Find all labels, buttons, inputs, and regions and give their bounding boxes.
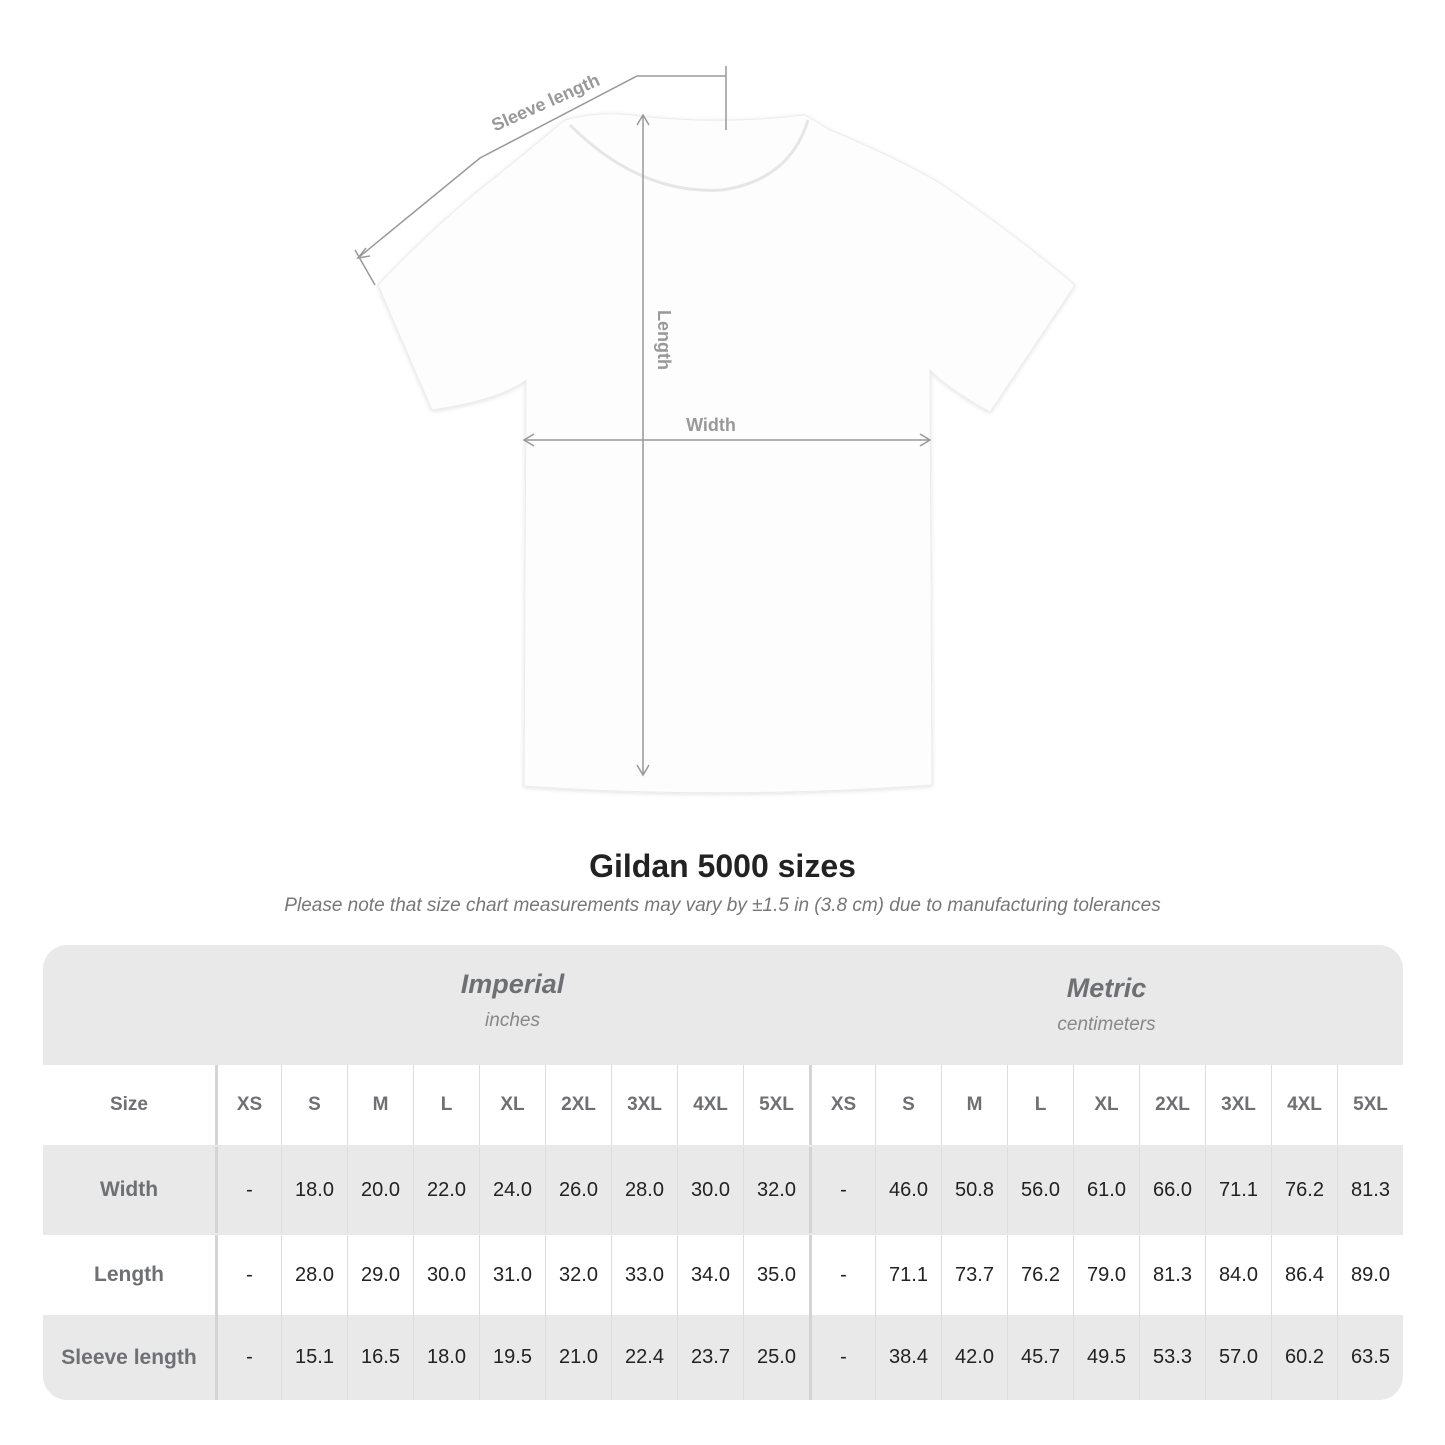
table-cell: -	[809, 1235, 875, 1315]
table-cell: 18.0	[281, 1147, 347, 1233]
size-column-header: 2XL	[545, 1065, 611, 1145]
table-cell: 61.0	[1073, 1147, 1139, 1233]
length-label: Length	[654, 310, 674, 370]
table-cell: 32.0	[743, 1147, 809, 1233]
table-cell: 71.1	[875, 1235, 941, 1315]
table-cell: 35.0	[743, 1235, 809, 1315]
table-cell: 28.0	[281, 1235, 347, 1315]
collar	[568, 119, 810, 192]
table-cell: 25.0	[743, 1315, 809, 1400]
table-cell: 57.0	[1205, 1315, 1271, 1400]
imperial-unit: inches	[485, 1010, 540, 1031]
table-cell: 18.0	[413, 1315, 479, 1400]
table-cell: 84.0	[1205, 1235, 1271, 1315]
table-cell: 89.0	[1337, 1235, 1403, 1315]
table-cell: 60.2	[1271, 1315, 1337, 1400]
size-column-header: 5XL	[1337, 1065, 1403, 1145]
table-cell: 23.7	[677, 1315, 743, 1400]
table-cell: 53.3	[1139, 1315, 1205, 1400]
row-label: Length	[94, 1263, 164, 1286]
table-cell: 49.5	[1073, 1315, 1139, 1400]
table-cell: 30.0	[413, 1235, 479, 1315]
table-cell: -	[215, 1147, 281, 1233]
table-cell: 30.0	[677, 1147, 743, 1233]
size-column-header: L	[413, 1065, 479, 1145]
size-column-header: XL	[479, 1065, 545, 1145]
table-cell: 76.2	[1007, 1235, 1073, 1315]
size-column-header: 3XL	[1205, 1065, 1271, 1145]
sleeve-measure-line	[357, 75, 726, 259]
metric-unit: centimeters	[1057, 1014, 1156, 1035]
table-cell: 16.5	[347, 1315, 413, 1400]
table-cell: 32.0	[545, 1235, 611, 1315]
size-column-header: XL	[1073, 1065, 1139, 1145]
width-label: Width	[686, 415, 736, 435]
size-column-header: S	[875, 1065, 941, 1145]
table-cell: 45.7	[1007, 1315, 1073, 1400]
imperial-label: Imperial	[460, 969, 565, 999]
tshirt-diagram: Sleeve length Length Width	[354, 66, 1076, 794]
table-cell: 15.1	[281, 1315, 347, 1400]
size-column-header: 4XL	[1271, 1065, 1337, 1145]
tolerance-note: Please note that size chart measurements…	[284, 895, 1161, 916]
table-cell: -	[215, 1235, 281, 1315]
size-column-header: 4XL	[677, 1065, 743, 1145]
size-column-header: M	[347, 1065, 413, 1145]
table-cell: 81.3	[1139, 1235, 1205, 1315]
metric-header: Metric centimeters	[810, 973, 1403, 1091]
table-cell: -	[215, 1315, 281, 1400]
table-cell: 50.8	[941, 1147, 1007, 1233]
size-column-header: 5XL	[743, 1065, 809, 1145]
table-cell: -	[809, 1315, 875, 1400]
table-cell: 63.5	[1337, 1315, 1403, 1400]
table-cell: 20.0	[347, 1147, 413, 1233]
table-row: Width -18.0 20.0 22.0 24.0 26.0 28.0 30.0 32.0-4…	[43, 1147, 1403, 1233]
size-column-header: S	[281, 1065, 347, 1145]
table-cell: 38.4	[875, 1315, 941, 1400]
size-column-header: 3XL	[611, 1065, 677, 1145]
table-cell: -	[809, 1147, 875, 1233]
table-row: Sleeve length -15.1 16.5 18.0 19.5 21.0 22.4 23…	[43, 1315, 1403, 1400]
table-cell: 28.0	[611, 1147, 677, 1233]
table-cell: 66.0	[1139, 1147, 1205, 1233]
size-column-header: XS	[809, 1065, 875, 1145]
table-header-row: Size XS S M L XL 2XL 3XL 4XL 5XL XS S M L XL 2XL 3XL 4XL 5…	[43, 1065, 1403, 1145]
table-cell: 79.0	[1073, 1235, 1139, 1315]
table-cell: 22.0	[413, 1147, 479, 1233]
table-cell: 71.1	[1205, 1147, 1271, 1233]
table-row: Length -28.0 29.0 30.0 31.0 32.0 33.0 34.0 35.0-…	[43, 1235, 1403, 1315]
table-cell: 46.0	[875, 1147, 941, 1233]
imperial-header: Imperial inches	[215, 969, 810, 1087]
table-cell: 81.3	[1337, 1147, 1403, 1233]
size-table: Imperial inches Metric centimeters Size X…	[43, 945, 1403, 1400]
table-cell: 73.7	[941, 1235, 1007, 1315]
table-cell: 29.0	[347, 1235, 413, 1315]
size-column-header: 2XL	[1139, 1065, 1205, 1145]
page-title: Gildan 5000 sizes	[589, 848, 856, 884]
table-cell: 33.0	[611, 1235, 677, 1315]
table-cell: 24.0	[479, 1147, 545, 1233]
table-cell: 26.0	[545, 1147, 611, 1233]
size-column-header: M	[941, 1065, 1007, 1145]
table-cell: 19.5	[479, 1315, 545, 1400]
metric-label: Metric	[1066, 973, 1147, 1003]
row-label: Sleeve length	[61, 1345, 197, 1369]
size-column-header: XS	[215, 1065, 281, 1145]
tshirt-shape	[377, 113, 1076, 794]
row-label: Width	[99, 1178, 159, 1201]
size-column-header: L	[1007, 1065, 1073, 1145]
table-cell: 86.4	[1271, 1235, 1337, 1315]
size-header: Size	[109, 1094, 149, 1115]
table-cell: 42.0	[941, 1315, 1007, 1400]
table-cell: 31.0	[479, 1235, 545, 1315]
table-cell: 22.4	[611, 1315, 677, 1400]
table-cell: 34.0	[677, 1235, 743, 1315]
table-cell: 76.2	[1271, 1147, 1337, 1233]
table-cell: 21.0	[545, 1315, 611, 1400]
table-cell: 56.0	[1007, 1147, 1073, 1233]
